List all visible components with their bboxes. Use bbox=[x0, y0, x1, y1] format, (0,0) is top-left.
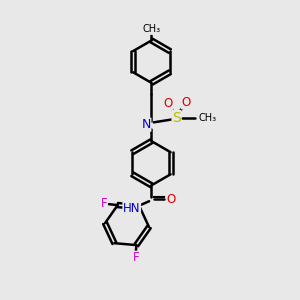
Text: O: O bbox=[167, 193, 176, 206]
Text: CH₃: CH₃ bbox=[198, 112, 216, 123]
Text: F: F bbox=[133, 251, 139, 264]
Text: F: F bbox=[100, 197, 107, 210]
Text: N: N bbox=[142, 118, 151, 131]
Text: O: O bbox=[164, 97, 173, 110]
Text: S: S bbox=[172, 111, 181, 124]
Text: CH₃: CH₃ bbox=[142, 24, 160, 34]
Text: O: O bbox=[181, 96, 190, 109]
Text: HN: HN bbox=[123, 202, 140, 215]
